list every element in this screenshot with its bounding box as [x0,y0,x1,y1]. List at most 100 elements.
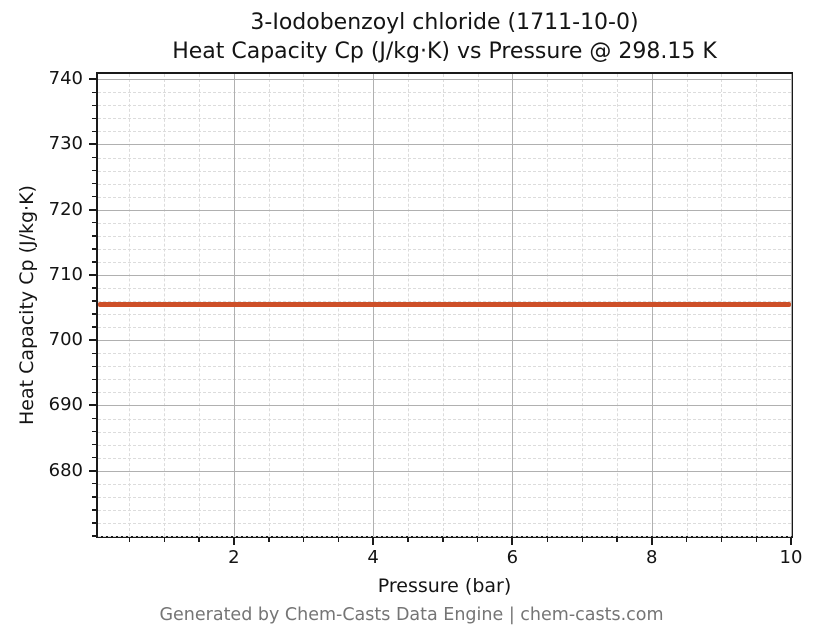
y-minor-tick [92,456,96,459]
y-minor-tick [92,430,96,433]
minor-gridline-y [98,261,791,263]
y-minor-tick [92,91,96,93]
x-minor-tick [720,538,723,542]
y-tick-label: 740 [48,68,83,90]
x-major-tick [232,538,235,545]
y-major-tick [89,404,96,407]
minor-gridline-y [98,509,791,511]
x-major-tick [790,538,792,545]
y-major-tick [89,339,96,342]
y-major-tick [89,469,96,472]
y-minor-tick [92,169,96,172]
y-minor-tick [92,352,96,354]
minor-gridline-y [98,157,791,159]
minor-gridline-y [98,248,791,250]
y-minor-tick [92,326,96,328]
minor-gridline-y [98,105,791,107]
y-tick-label: 700 [48,329,83,351]
major-gridline-y [98,274,791,276]
minor-gridline-y [98,183,791,185]
y-minor-tick [92,130,96,133]
y-minor-tick [92,313,96,315]
y-minor-tick [92,365,96,368]
y-tick-label: 720 [48,198,83,220]
minor-gridline-y [98,92,791,94]
minor-gridline-y [98,353,791,355]
minor-gridline-y [98,235,791,237]
x-minor-tick [302,538,305,542]
x-tick-label: 6 [506,547,519,568]
major-gridline-y [98,79,791,81]
minor-gridline-y [98,196,791,198]
chart-title: 3-Iodobenzoyl chloride (1711-10-0) Heat … [96,8,793,66]
minor-gridline-y [98,496,791,498]
chart-title-line2: Heat Capacity Cp (J/kg·K) vs Pressure @ … [172,39,717,64]
y-minor-tick [92,483,96,485]
x-tick-label: 8 [645,547,658,568]
minor-gridline-y [98,222,791,224]
y-minor-tick [92,222,96,224]
y-minor-tick [92,104,96,106]
minor-gridline-y [98,170,791,172]
y-tick-label: 710 [48,263,83,285]
y-minor-tick [92,391,96,394]
y-tick-label: 730 [48,133,83,155]
y-minor-tick [92,378,96,381]
minor-gridline-y [98,118,791,120]
y-minor-tick [92,195,96,198]
x-major-tick [372,538,375,545]
y-major-tick [89,78,96,81]
y-minor-tick [92,182,96,185]
y-minor-tick [92,509,96,511]
minor-gridline-y [98,131,791,133]
minor-gridline-y [98,314,791,316]
y-minor-tick [92,248,96,250]
x-minor-tick [407,538,409,542]
y-tick-label: 680 [48,459,83,481]
major-gridline-y [98,405,791,407]
y-minor-tick [92,287,96,289]
x-tick-label: 4 [367,547,379,568]
watermark-footer: Generated by Chem-Casts Data Engine | ch… [159,605,664,625]
x-tick-label: 10 [779,547,803,568]
minor-gridline-y [98,536,791,537]
minor-gridline-y [98,301,791,303]
minor-gridline-y [98,431,791,433]
x-minor-tick [268,538,270,542]
major-gridline-y [98,340,791,342]
y-minor-tick [92,156,96,159]
cp-data-line [98,302,791,307]
x-axis-label: Pressure (bar) [377,575,512,597]
minor-gridline-y [98,327,791,329]
minor-gridline-y [98,483,791,485]
y-minor-tick [92,300,96,302]
x-minor-tick [477,538,479,542]
x-minor-tick [442,538,444,542]
major-gridline-y [98,144,791,146]
y-major-tick [89,208,96,211]
minor-gridline-y [98,418,791,420]
minor-gridline-y [98,522,791,524]
x-minor-tick [581,538,583,542]
y-minor-tick [92,117,96,120]
x-minor-tick [128,538,131,542]
x-major-tick [511,538,514,545]
minor-gridline-y [98,288,791,290]
y-minor-tick [92,417,96,420]
x-minor-tick [616,538,618,542]
y-minor-tick [92,535,96,537]
major-gridline-y [98,470,791,472]
y-minor-tick [92,261,96,263]
x-minor-tick [337,538,340,542]
minor-gridline-y [98,457,791,459]
x-minor-tick [163,538,166,542]
x-tick-label: 2 [228,547,240,568]
major-gridline-y [98,209,791,211]
x-minor-tick [686,538,688,542]
plot-area [96,72,793,538]
major-gridline-x [791,74,792,536]
x-minor-tick [755,538,758,542]
minor-gridline-y [98,366,791,368]
y-major-tick [89,273,96,276]
y-tick-label: 690 [48,394,83,416]
